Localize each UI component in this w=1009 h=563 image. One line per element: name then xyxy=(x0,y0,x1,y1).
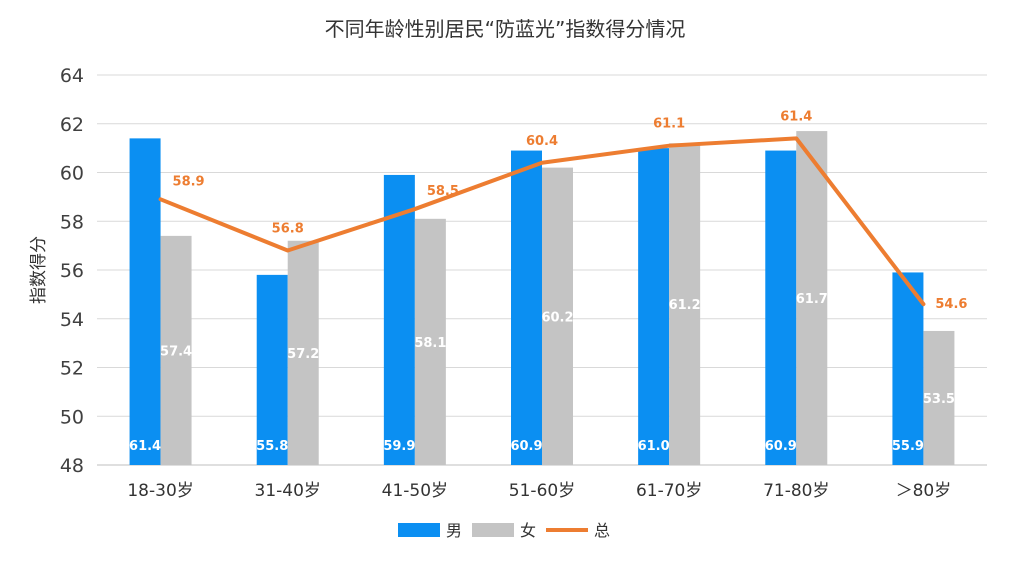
line-series xyxy=(158,136,926,307)
bar-series xyxy=(129,131,955,465)
bar-value-label: 57.2 xyxy=(287,347,319,362)
bar-female xyxy=(796,131,828,465)
y-tick-label: 54 xyxy=(60,309,84,331)
bar-value-label: 60.2 xyxy=(541,310,573,325)
legend-label-total: 总 xyxy=(594,521,610,540)
line-value-label: 61.4 xyxy=(780,109,812,124)
x-tick-label: ＞80岁 xyxy=(896,481,952,501)
line-value-label: 54.6 xyxy=(935,297,967,312)
bar-value-label: 60.9 xyxy=(765,439,797,454)
bar-value-label: 58.1 xyxy=(414,336,446,351)
bar-female xyxy=(542,167,573,465)
bar-value-label: 60.9 xyxy=(510,439,542,454)
line-value-label: 58.9 xyxy=(173,174,205,189)
legend-label-female: 女 xyxy=(520,521,536,540)
line-value-label: 56.8 xyxy=(272,222,304,237)
bar-female xyxy=(414,218,446,465)
line-total xyxy=(158,136,926,307)
line-value-label: 58.5 xyxy=(427,184,459,199)
y-tick-label: 48 xyxy=(60,455,84,477)
bar-female xyxy=(160,235,192,465)
y-tick-label: 62 xyxy=(60,114,84,136)
y-tick-label: 52 xyxy=(60,358,84,380)
bar-male xyxy=(383,174,415,465)
x-tick-label: 41-50岁 xyxy=(382,481,448,501)
bar-data-labels: 61.4 55.8 59.9 60.9 61.0 60.9 55.9 57.4 57.2 58.1… xyxy=(129,292,955,454)
bar-value-label: 61.0 xyxy=(638,439,670,454)
bar-value-label: 61.4 xyxy=(129,439,161,454)
y-axis-ticks: 48 50 52 54 56 58 60 62 64 xyxy=(60,65,84,477)
bar-value-label: 53.5 xyxy=(923,392,955,407)
y-tick-label: 64 xyxy=(60,65,84,87)
legend-swatch-male xyxy=(398,523,440,537)
legend: 男女总 xyxy=(398,521,610,540)
x-tick-label: 31-40岁 xyxy=(255,481,321,501)
bar-value-label: 61.2 xyxy=(669,298,701,313)
bar-female xyxy=(669,143,701,465)
x-tick-label: 61-70岁 xyxy=(636,481,702,501)
legend-swatch-female xyxy=(472,523,514,537)
x-axis-ticks: 18-30岁 31-40岁 41-50岁 51-60岁 61-70岁 71-80岁 ＞80岁 xyxy=(127,481,951,501)
bar-male xyxy=(765,150,797,465)
x-tick-label: 18-30岁 xyxy=(127,481,193,501)
bar-male xyxy=(511,150,542,465)
bar-male xyxy=(892,272,924,465)
y-tick-label: 50 xyxy=(60,406,84,428)
bar-value-label: 55.8 xyxy=(256,439,288,454)
x-tick-label: 51-60岁 xyxy=(509,481,575,501)
x-tick-label: 71-80岁 xyxy=(763,481,829,501)
bar-female xyxy=(287,240,319,465)
bar-value-label: 55.9 xyxy=(892,439,924,454)
chart-title: 不同年龄性别居民“防蓝光”指数得分情况 xyxy=(325,17,686,41)
bar-male xyxy=(256,274,288,465)
bar-value-label: 57.4 xyxy=(160,344,192,359)
bar-male xyxy=(129,138,161,465)
line-value-label: 60.4 xyxy=(526,134,558,149)
bar-value-label: 61.7 xyxy=(796,292,828,307)
bar-female xyxy=(923,330,955,465)
y-tick-label: 60 xyxy=(60,163,84,185)
line-data-labels: 58.9 56.8 58.5 60.4 61.1 61.4 54.6 xyxy=(173,109,968,312)
legend-label-male: 男 xyxy=(446,521,462,540)
y-axis-label: 指数得分 xyxy=(29,236,49,304)
bar-value-label: 59.9 xyxy=(383,439,415,454)
y-tick-label: 58 xyxy=(60,211,84,233)
y-tick-label: 56 xyxy=(60,260,84,282)
line-value-label: 61.1 xyxy=(653,117,685,132)
bar-male xyxy=(638,148,670,465)
